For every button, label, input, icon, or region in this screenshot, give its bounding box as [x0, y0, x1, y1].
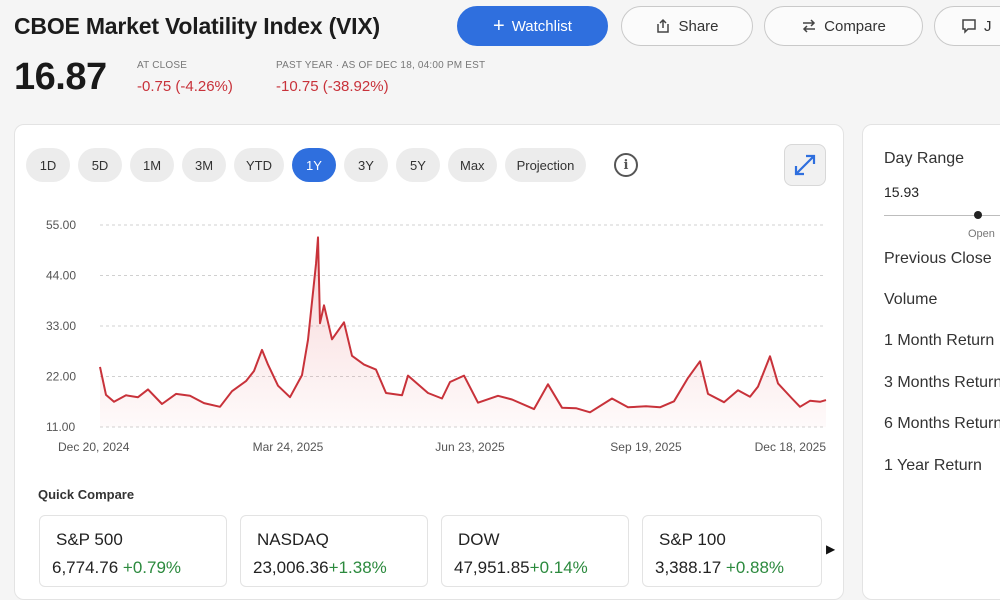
index-name: S&P 500	[56, 530, 123, 549]
quick-compare-card-sp100[interactable]: S&P 100 3,388.17 +0.88%	[642, 515, 822, 587]
stat-previous-close: Previous Close	[884, 250, 992, 267]
quick-compare-card-nasdaq[interactable]: NASDAQ 23,006.36+1.38%	[240, 515, 428, 587]
index-change: +0.14%	[529, 558, 588, 577]
quick-compare-card-dow[interactable]: DOW 47,951.85+0.14%	[441, 515, 629, 587]
share-button[interactable]: Share	[621, 6, 753, 46]
x-tick-label: Dec 20, 2024	[58, 440, 130, 454]
share-icon	[657, 18, 670, 33]
compare-icon	[803, 19, 816, 33]
range-1y[interactable]: 1Y	[292, 148, 336, 182]
vix-area-fill	[100, 237, 826, 427]
y-tick-label: 44.00	[46, 269, 76, 283]
index-value-row: 47,951.85+0.14%	[454, 558, 588, 578]
y-tick-label: 22.00	[46, 370, 76, 384]
index-value-row: 6,774.76 +0.79%	[52, 558, 181, 578]
index-value: 3,388.17	[655, 558, 722, 577]
stat-volume: Volume	[884, 291, 938, 308]
index-value: 23,006.36	[253, 558, 329, 577]
range-5y[interactable]: 5Y	[396, 148, 440, 182]
range-ytd[interactable]: YTD	[234, 148, 284, 182]
index-name: DOW	[458, 530, 500, 549]
page-title: CBOE Market Volatility Index (VIX)	[14, 13, 380, 39]
range-max[interactable]: Max	[448, 148, 497, 182]
past-year-label: PAST YEAR · AS OF DEC 18, 04:00 PM EST	[276, 60, 486, 71]
next-arrow-icon[interactable]: ▶	[826, 542, 836, 556]
day-range-marker	[974, 211, 982, 219]
quick-compare-card-sp500[interactable]: S&P 500 6,774.76 +0.79%	[39, 515, 227, 587]
range-projection[interactable]: Projection	[504, 148, 587, 182]
x-tick-label: Jun 23, 2025	[435, 440, 505, 454]
range-3m[interactable]: 3M	[182, 148, 226, 182]
stat-1-month-return: 1 Month Return	[884, 332, 995, 349]
index-value-row: 3,388.17 +0.88%	[655, 558, 784, 578]
quick-compare-title: Quick Compare	[38, 487, 135, 502]
compare-button[interactable]: Compare	[764, 6, 923, 46]
plus-icon: +	[493, 15, 505, 37]
stat-3-months-return: 3 Months Return	[884, 374, 1000, 391]
share-label: Share	[678, 17, 719, 35]
index-change: +0.88%	[725, 558, 785, 577]
y-tick-label: 11.00	[46, 420, 75, 434]
watchlist-button[interactable]: + Watchlist	[457, 6, 608, 46]
stat-1-year-return: 1 Year Return	[884, 457, 982, 474]
index-name: NASDAQ	[257, 530, 329, 549]
chat-label: J	[984, 17, 992, 35]
stat-6-months-return: 6 Months Return	[884, 415, 1000, 432]
info-icon[interactable]: i	[614, 153, 638, 177]
index-change: +1.38%	[328, 558, 387, 577]
past-year-change: -10.75 (-38.92%)	[276, 78, 389, 95]
range-1d[interactable]: 1D	[26, 148, 70, 182]
vix-series-line	[99, 236, 827, 414]
y-tick-label: 55.00	[46, 218, 76, 232]
index-change: +0.79%	[122, 558, 182, 577]
day-range-low: 15.93	[884, 184, 920, 200]
y-tick-label: 33.00	[46, 319, 76, 333]
expand-chart-button[interactable]	[784, 144, 826, 186]
open-label: Open	[968, 228, 995, 240]
range-3y[interactable]: 3Y	[344, 148, 388, 182]
close-label: AT CLOSE	[137, 60, 188, 71]
range-5d[interactable]: 5D	[78, 148, 122, 182]
x-tick-label: Mar 24, 2025	[253, 440, 324, 454]
day-range-track	[884, 215, 1000, 216]
x-tick-label: Sep 19, 2025	[610, 440, 682, 454]
compare-label: Compare	[824, 17, 886, 35]
index-name: S&P 100	[659, 530, 726, 549]
x-tick-label: Dec 18, 2025	[755, 440, 827, 454]
day-range-label: Day Range	[884, 150, 965, 167]
range-1m[interactable]: 1M	[130, 148, 174, 182]
close-change: -0.75 (-4.26%)	[137, 78, 233, 95]
chat-button[interactable]: J	[934, 6, 1000, 46]
chat-icon	[962, 19, 976, 34]
watchlist-label: Watchlist	[511, 17, 572, 35]
index-value: 6,774.76	[52, 558, 119, 577]
index-value-row: 23,006.36+1.38%	[253, 558, 387, 578]
current-price: 16.87	[14, 56, 107, 98]
range-selector: 1D 5D 1M 3M YTD 1Y 3Y 5Y Max Projection	[26, 148, 587, 182]
index-value: 47,951.85	[454, 558, 530, 577]
stats-panel	[862, 124, 1000, 600]
expand-icon	[794, 154, 816, 176]
vix-chart[interactable]: 55.00 44.00 33.00 22.00 11.00 Dec 20, 2024 Mar…	[30, 210, 840, 460]
